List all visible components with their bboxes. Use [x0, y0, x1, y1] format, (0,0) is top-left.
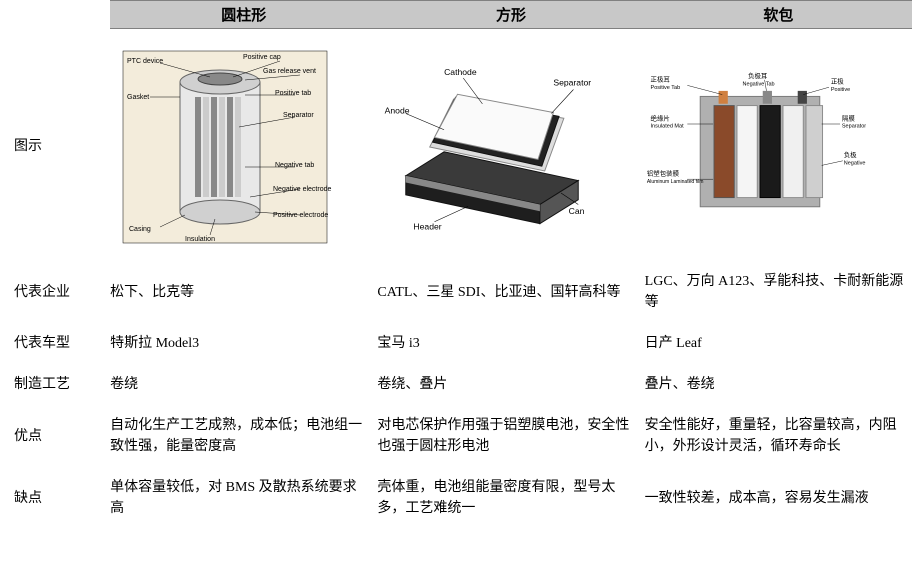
- comparison-table: 圆柱形 方形 软包 图示: [0, 0, 912, 529]
- lbl-can: Can: [569, 206, 585, 216]
- cons-pouch: 一致性较差，成本高，容易发生漏液: [645, 467, 912, 529]
- lbl-pos-cn: 正极: [831, 77, 844, 86]
- label-diagram: 图示: [0, 29, 110, 262]
- lbl-insul-en: Insulated Mat: [650, 124, 684, 130]
- header-pouch: 软包: [645, 1, 912, 29]
- lbl-insul-cn: 绝缘片: [650, 113, 669, 122]
- row-company: 代表企业 松下、比克等 CATL、三星 SDI、比亚迪、国轩高科等 LGC、万向…: [0, 261, 912, 323]
- lbl-negel: Negative electrode: [273, 186, 331, 193]
- model-pris: 宝马 i3: [377, 323, 644, 364]
- model-pouch: 日产 Leaf: [645, 323, 912, 364]
- lbl-header: Header: [414, 221, 442, 231]
- model-cyl: 特斯拉 Model3: [110, 323, 377, 364]
- cell-diagram-pouch: 正极耳 Positive Tab 绝缘片 Insulated Mat 铝塑包装膜…: [645, 29, 912, 262]
- company-cyl: 松下、比克等: [110, 261, 377, 323]
- lbl-gas: Gas release vent: [263, 68, 316, 75]
- lbl-neg-cn: 负极: [843, 150, 856, 159]
- row-pros: 优点 自动化生产工艺成熟，成本低；电池组一致性强，能量密度高 对电芯保护作用强于…: [0, 405, 912, 467]
- lbl-sep: Separator: [554, 78, 592, 88]
- lbl-sep-cn: 隔膜: [842, 113, 855, 122]
- lbl-alum-en: Aluminum Laminated film: [647, 179, 704, 185]
- lbl-postab: Positive tab: [275, 90, 311, 97]
- pros-pouch: 安全性能好，重量轻，比容量较高，内阻小，外形设计灵活，循环寿命长: [645, 405, 912, 467]
- lbl-postab-en: Positive Tab: [650, 85, 680, 91]
- lbl-cathode: Cathode: [444, 67, 477, 77]
- lbl-sep-en: Separator: [842, 124, 866, 130]
- pouch-diagram: 正极耳 Positive Tab 绝缘片 Insulated Mat 铝塑包装膜…: [645, 47, 875, 247]
- row-cons: 缺点 单体容量较低，对 BMS 及散热系统要求高 壳体重，电池组能量密度有限，型…: [0, 467, 912, 529]
- lbl-casing: Casing: [129, 226, 151, 233]
- header-cyl: 圆柱形: [110, 1, 377, 29]
- cons-cyl: 单体容量较低，对 BMS 及散热系统要求高: [110, 467, 377, 529]
- lbl-sep: Separator: [283, 112, 314, 119]
- label-company: 代表企业: [0, 261, 110, 323]
- row-diagram: 图示: [0, 29, 912, 262]
- process-pris: 卷绕、叠片: [377, 364, 644, 405]
- lbl-ptc: PTC device: [127, 58, 163, 65]
- lbl-gasket: Gasket: [127, 94, 149, 101]
- lbl-anode: Anode: [385, 105, 410, 115]
- lbl-posel: Positive electrode: [273, 212, 328, 219]
- header-pris: 方形: [377, 1, 644, 29]
- lbl-insul: Insulation: [185, 236, 215, 243]
- lbl-negtab: Negative tab: [275, 162, 314, 169]
- cell-diagram-pris: Cathode Anode Separator Header Can: [377, 29, 644, 262]
- company-pouch: LGC、万向 A123、孚能科技、卡耐新能源等: [645, 261, 912, 323]
- pros-pris: 对电芯保护作用强于铝塑膜电池，安全性也强于圆柱形电池: [377, 405, 644, 467]
- lbl-negtab-en: Negative Tab: [742, 81, 774, 87]
- process-pouch: 叠片、卷绕: [645, 364, 912, 405]
- row-process: 制造工艺 卷绕 卷绕、叠片 叠片、卷绕: [0, 364, 912, 405]
- cons-pris: 壳体重，电池组能量密度有限，型号太多，工艺难统一: [377, 467, 644, 529]
- header-row: 圆柱形 方形 软包: [0, 1, 912, 29]
- cylindrical-diagram: PTC device Positive cap Gas release vent…: [110, 47, 340, 247]
- prismatic-diagram: Cathode Anode Separator Header Can: [377, 47, 607, 247]
- lbl-poscap: Positive cap: [243, 54, 281, 61]
- cell-diagram-cyl: PTC device Positive cap Gas release vent…: [110, 29, 377, 262]
- lbl-pos-en: Positive: [831, 87, 850, 93]
- label-process: 制造工艺: [0, 364, 110, 405]
- label-cons: 缺点: [0, 467, 110, 529]
- row-model: 代表车型 特斯拉 Model3 宝马 i3 日产 Leaf: [0, 323, 912, 364]
- company-pris: CATL、三星 SDI、比亚迪、国轩高科等: [377, 261, 644, 323]
- process-cyl: 卷绕: [110, 364, 377, 405]
- label-model: 代表车型: [0, 323, 110, 364]
- label-pros: 优点: [0, 405, 110, 467]
- lbl-neg-en: Negative: [843, 160, 865, 166]
- lbl-alum-cn: 铝塑包装膜: [647, 169, 680, 178]
- pros-cyl: 自动化生产工艺成熟，成本低；电池组一致性强，能量密度高: [110, 405, 377, 467]
- lbl-postab-cn: 正极耳: [650, 75, 670, 84]
- lbl-negtab-cn: 负极耳: [748, 71, 768, 80]
